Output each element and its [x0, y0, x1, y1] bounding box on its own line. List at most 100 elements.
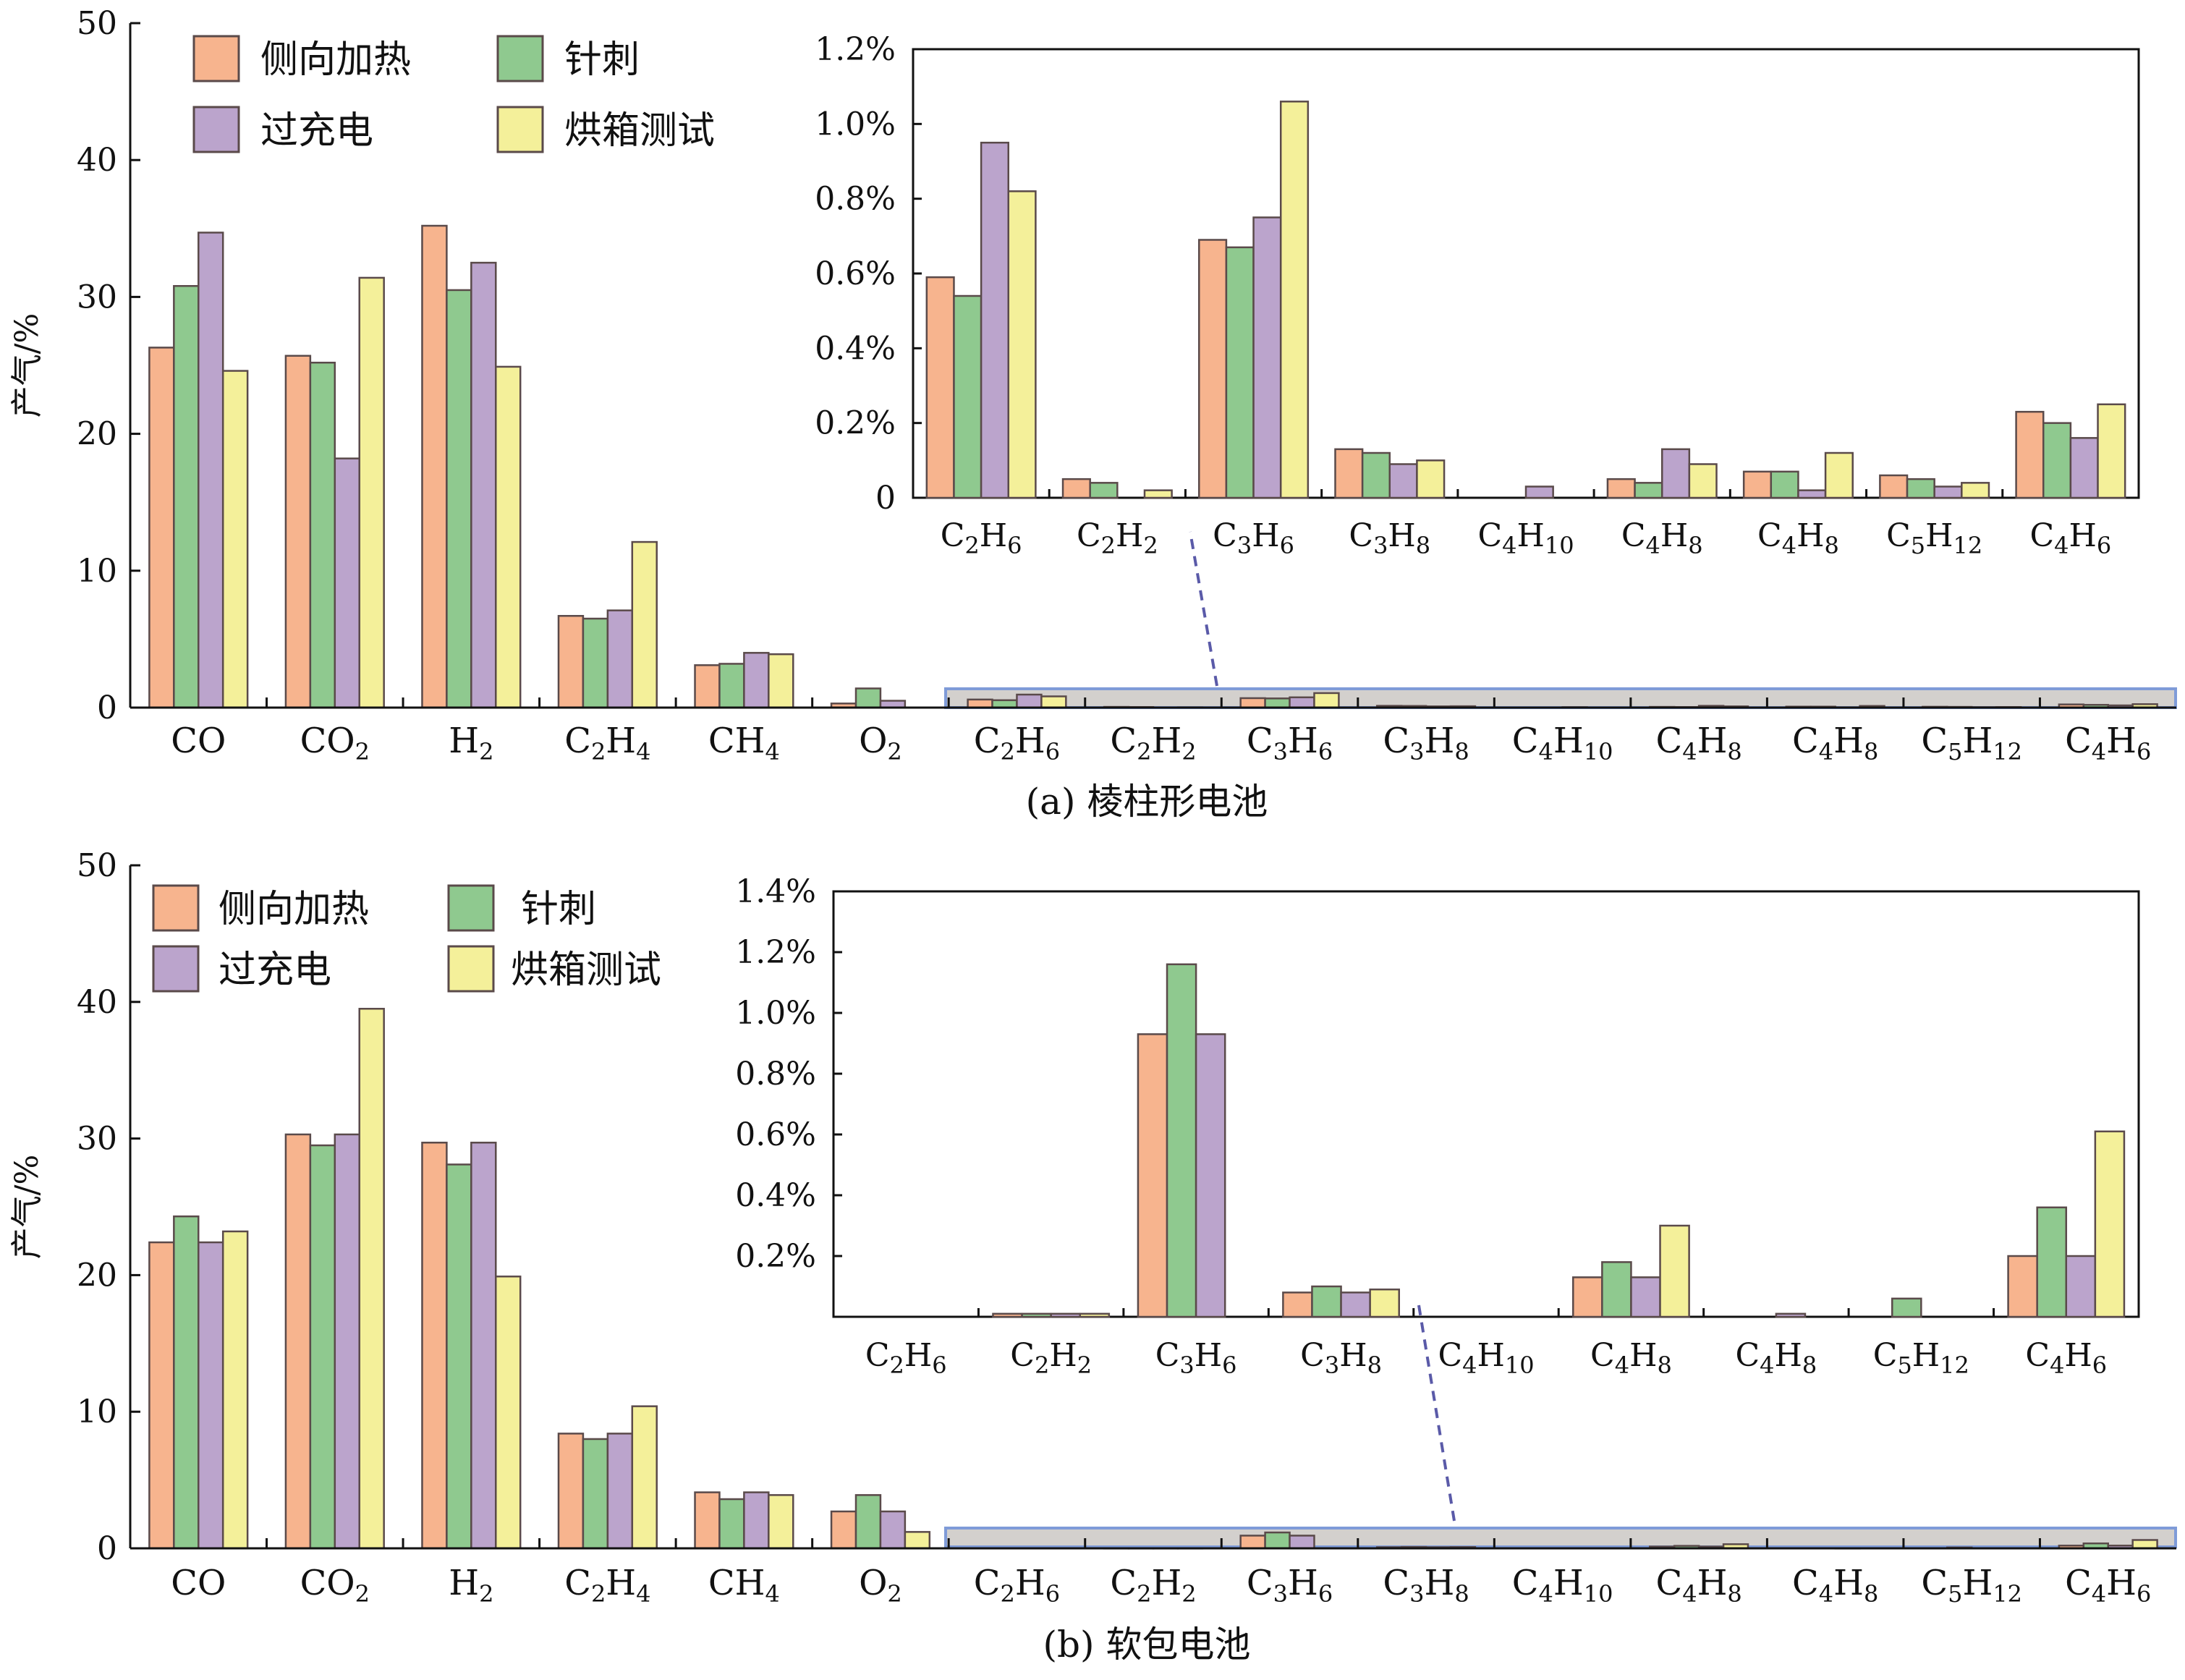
inset-bar-过充电-C4H8 [1775, 1312, 1807, 1318]
legend-label: 过充电 [260, 109, 373, 153]
legend-swatch-icon [496, 106, 544, 153]
inset-bar-过充电-C4H6 [2065, 1255, 2097, 1318]
inset-x-category-label: C5​H12​ [1886, 517, 1982, 559]
x-category-label: CO [171, 721, 226, 761]
inset-bar-烘箱测试-C2H2 [1143, 489, 1173, 499]
x-category-label: C4​H10​ [1512, 721, 1613, 765]
inset-bar-烘箱测试-C4H6 [2097, 403, 2126, 499]
bar-侧向加热-C3H6 [1239, 1535, 1266, 1550]
x-category-label: CO2​ [300, 721, 370, 765]
bar-针刺-CO2 [309, 361, 336, 709]
x-category-label: O2​ [859, 1563, 902, 1608]
bar-侧向加热-CO2 [284, 355, 312, 709]
inset-frame [912, 48, 2140, 499]
inset-bar-针刺-C5H12 [1891, 1297, 1922, 1318]
x-category-label: C3​H8​ [1383, 721, 1469, 765]
y-tick-label: 40 [77, 984, 117, 1021]
x-category-label: C4​H6​ [2065, 721, 2151, 765]
x-category-label: C2​H4​ [564, 721, 650, 765]
inset-y-tick-label: 0.6% [815, 255, 896, 292]
bar-针刺-H2 [446, 1163, 472, 1550]
inset-bar-侧向加热-C2H2 [992, 1312, 1023, 1318]
inset-y-tick-label: 1.0% [735, 995, 816, 1032]
panel-caption: (a) 棱柱形电池 [1026, 781, 1268, 823]
x-category-label: C4​H8​ [1792, 721, 1878, 765]
inset-bar-针刺-C2H2 [1021, 1312, 1052, 1318]
x-category-label: C4​H6​ [2065, 1563, 2151, 1608]
bar-针刺-CO [173, 285, 200, 709]
inset-bar-侧向加热-C4H6 [2007, 1255, 2038, 1318]
x-category-label: CH4​ [708, 1563, 780, 1608]
bar-针刺-CH4 [718, 663, 745, 709]
bar-侧向加热-CH4 [694, 664, 721, 709]
legend-swatch-icon [152, 945, 200, 993]
bar-过充电-CO [198, 232, 224, 709]
bar-侧向加热-C2H6 [967, 698, 993, 709]
x-category-label: C2​H2​ [1110, 1563, 1196, 1608]
bar-侧向加热-C3H6 [1239, 697, 1266, 709]
inset-x-category-label: C2​H2​ [1010, 1337, 1092, 1379]
inset-y-tick-label: 0.4% [815, 330, 896, 367]
inset-bar-侧向加热-C2H6 [925, 276, 955, 499]
bar-针刺-O2 [854, 687, 882, 709]
bar-烘箱测试-C4H6 [2131, 1539, 2158, 1550]
bar-针刺-O2 [854, 1494, 882, 1550]
inset-bar-针刺-C4H8 [1770, 470, 1799, 499]
zoom-leader-dashed-line [1189, 531, 1218, 687]
inset-bar-烘箱测试-C4H6 [2094, 1130, 2126, 1318]
inset-bar-针刺-C3H8 [1361, 451, 1391, 499]
x-category-label: CO2​ [300, 1563, 370, 1608]
inset-y-tick-label: 1.2% [735, 934, 816, 971]
bar-烘箱测试-H2 [495, 1276, 522, 1550]
bar-过充电-C2H4 [606, 1433, 634, 1550]
panel-caption: (b) 软包电池 [1043, 1624, 1251, 1666]
panel-b-pouch-battery: 0 10 20 30 40 50 CO CO2​ H2​ C2​H4​ CH4​ O2​ C2​H6​ C… [9, 847, 2177, 1666]
y-tick-label: 30 [77, 1121, 117, 1158]
legend-swatch-icon [192, 106, 240, 153]
inset-bar-过充电-C4H8 [1660, 448, 1691, 499]
inset-x-category-label: C4​H6​ [2030, 517, 2112, 559]
y-tick-label: 0 [97, 1530, 117, 1567]
inset-bar-针刺-C2H2 [1089, 482, 1119, 499]
inset-bar-烘箱测试-C3H8 [1369, 1288, 1400, 1318]
bar-过充电-CO2 [334, 1133, 360, 1550]
inset-bar-过充电-C3H6 [1195, 1033, 1226, 1318]
bar-针刺-C2H4 [582, 617, 609, 709]
bar-过充电-C2H6 [1016, 693, 1043, 709]
legend-label: 烘箱测试 [511, 949, 661, 992]
inset-y-tick-label: 1.2% [815, 31, 896, 68]
bar-针刺-CO2 [309, 1144, 336, 1550]
inset-bar-针刺-C4H6 [2036, 1206, 2068, 1318]
inset-y-tick-label: 1.0% [815, 106, 896, 143]
bar-侧向加热-CO2 [284, 1133, 312, 1550]
inset-y-tick-label: 0.4% [735, 1177, 816, 1214]
bar-烘箱测试-CO2 [358, 1007, 385, 1550]
inset-bar-烘箱测试-C2H6 [1007, 190, 1037, 499]
inset-bar-烘箱测试-C2H2 [1079, 1312, 1111, 1318]
bar-侧向加热-C2H4 [557, 614, 585, 709]
bar-过充电-H2 [470, 1142, 497, 1550]
inset-y-tick-label: 0.8% [815, 181, 896, 218]
legend-swatch-icon [447, 945, 495, 993]
bar-过充电-C3H6 [1289, 696, 1315, 709]
inset-y-tick-label: 1.4% [735, 873, 816, 910]
inset-x-category-label: C2​H6​ [941, 517, 1022, 559]
inset-y-tick-label: 0.2% [815, 405, 896, 442]
inset-zoom-chart: 0.2% 0.4% 0.6% 0.8% 1.0% 1.2% 1.4% C2​H6​ C2​H2​… [735, 873, 2140, 1379]
inset-bar-烘箱测试-C4H8 [1688, 463, 1718, 499]
inset-x-category-label: C4​H10​ [1438, 1337, 1534, 1379]
inset-bar-针刺-C2H6 [953, 294, 983, 499]
y-tick-label: 20 [77, 416, 117, 453]
y-tick-label: 50 [77, 847, 117, 884]
main-bars [148, 224, 2158, 709]
bar-侧向加热-C2H4 [557, 1433, 585, 1550]
y-axis-title: 产气/% [9, 313, 46, 418]
inset-x-category-label: C3​H8​ [1300, 1337, 1382, 1379]
zoom-region-highlight [944, 687, 2177, 709]
x-category-label: C4​H10​ [1512, 1563, 1613, 1608]
inset-y-tick-label: 0.6% [735, 1116, 816, 1153]
bar-烘箱测试-CO2 [358, 276, 385, 709]
y-axis-title: 产气/% [9, 1155, 46, 1260]
